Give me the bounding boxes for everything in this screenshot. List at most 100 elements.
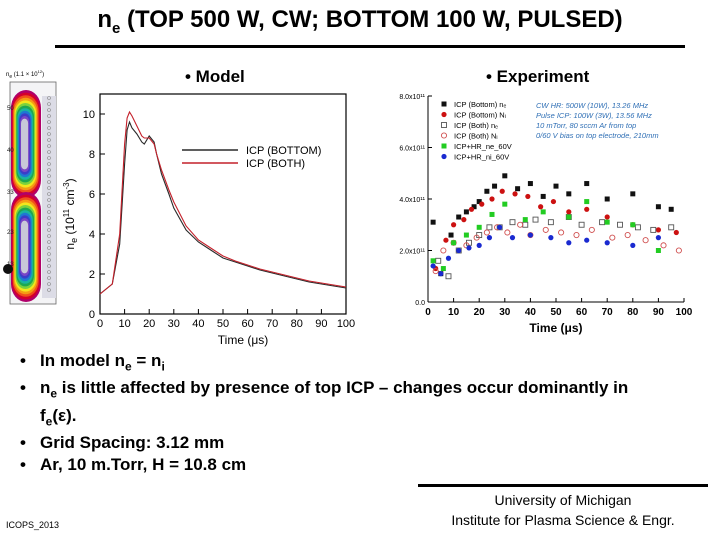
model-y-tick-label: 2 <box>89 269 95 281</box>
footer-divider <box>418 484 708 487</box>
bullet-4: Ar, 10 m.Torr, H = 10.8 cm <box>20 454 660 476</box>
exp-legend-marker <box>441 122 447 128</box>
experiment-label: • Experiment <box>486 67 590 86</box>
exp-data-point <box>502 173 508 179</box>
grid-node <box>47 270 51 274</box>
exp-legend-label: ICP (Bottom) Nᵢ <box>454 111 506 120</box>
exp-data-point <box>525 193 531 200</box>
exp-y-tick-label: 0.0 <box>415 300 425 307</box>
exp-annotation-line: 10 mTorr, 80 sccm Ar from top <box>536 121 636 130</box>
conference-tag: ICOPS_2013 <box>6 520 60 530</box>
exp-data-point <box>522 217 528 223</box>
exp-data-point <box>509 219 516 226</box>
model-y-tick-label: 4 <box>89 229 95 241</box>
exp-data-point <box>630 222 636 228</box>
grid-node <box>47 252 51 256</box>
university-name: University of Michigan <box>494 492 632 508</box>
model-chart: 0 10 20 30 40 50 60 70 80 90 100 0 2 4 6 8 10 Time (μs) ne… <box>62 93 355 347</box>
source-marker <box>3 264 13 274</box>
exp-legend-label: ICP (Both) nₑ <box>454 121 498 130</box>
exp-data-point <box>655 227 661 233</box>
grid-node <box>47 120 51 124</box>
exp-x-tick-label: 50 <box>550 307 562 318</box>
exp-data-point <box>430 258 436 264</box>
exp-x-tick-label: 80 <box>627 307 639 318</box>
grid-node <box>47 258 51 262</box>
exp-data-point <box>497 224 503 230</box>
exp-data-point <box>468 206 475 212</box>
grid-node <box>47 126 51 130</box>
exp-legend-marker <box>441 111 447 118</box>
exp-x-tick-label: 60 <box>576 307 588 318</box>
grid-node <box>47 228 51 232</box>
grid-node <box>47 150 51 154</box>
grid-node <box>47 108 51 112</box>
contour-band-lower <box>21 220 29 274</box>
contour-plot: ne (1.1 × 1012) 5040332313 <box>3 69 57 305</box>
exp-data-point <box>504 229 511 236</box>
exp-data-point <box>492 183 498 189</box>
exp-data-point <box>566 214 572 220</box>
exp-legend-marker <box>441 101 447 107</box>
contour-band-upper <box>21 118 29 170</box>
exp-data-point <box>642 237 649 244</box>
model-x-tick-label: 50 <box>217 318 229 330</box>
exp-data-point <box>553 183 559 189</box>
exp-data-point <box>484 188 490 194</box>
model-y-tick-label: 6 <box>89 189 95 201</box>
model-x-tick-label: 20 <box>143 318 155 330</box>
exp-data-point <box>438 271 444 277</box>
model-y-axis-label: ne (1011 cm-3) <box>62 178 79 249</box>
model-y-tick-label: 10 <box>83 109 95 121</box>
exp-y-tick-label: 2.0x10¹¹ <box>399 249 425 256</box>
exp-data-point <box>486 224 493 231</box>
exp-data-point <box>540 209 546 215</box>
exp-data-point <box>448 232 454 238</box>
exp-x-tick-label: 10 <box>448 307 460 318</box>
exp-data-point <box>624 231 631 239</box>
exp-data-point <box>532 216 539 223</box>
grid-node <box>47 264 51 268</box>
exp-annotation-line: Pulse ICP: 100W (3W), 13.56 MHz <box>536 111 652 120</box>
exp-data-point <box>588 226 595 233</box>
experiment-chart: 0 10 20 30 40 50 60 70 80 90 100 0.0 2.0x10¹¹ 4.0x10¹… <box>399 94 693 335</box>
exp-data-point <box>527 232 533 238</box>
exp-data-point <box>673 229 679 236</box>
exp-data-point <box>517 221 524 228</box>
grid-node <box>47 240 51 244</box>
exp-data-point <box>655 235 661 241</box>
model-label: • Model <box>185 67 245 86</box>
grid-node <box>47 138 51 142</box>
exp-x-tick-label: 20 <box>474 307 486 318</box>
model-x-tick-label: 90 <box>315 318 327 330</box>
exp-data-point <box>655 248 661 253</box>
exp-legend-label: ICP+HR_ne_60V <box>454 142 512 151</box>
exp-data-point <box>450 239 457 246</box>
exp-data-point <box>538 204 544 210</box>
exp-data-point <box>476 199 482 205</box>
grid-node <box>47 198 51 202</box>
exp-data-point <box>542 226 549 233</box>
exp-data-point <box>599 219 606 226</box>
exp-x-tick-label: 90 <box>653 307 665 318</box>
exp-data-point <box>476 242 482 248</box>
exp-data-point <box>463 232 469 238</box>
exp-data-point <box>479 201 485 207</box>
exp-data-point <box>547 219 554 226</box>
model-x-tick-label: 70 <box>266 318 278 330</box>
exp-data-point <box>527 181 533 187</box>
exp-x-tick-label: 100 <box>676 307 693 318</box>
exp-data-point <box>443 237 449 243</box>
exp-data-point <box>435 257 442 264</box>
exp-data-point <box>558 229 565 236</box>
exp-data-point <box>471 204 477 210</box>
grid-node <box>47 174 51 178</box>
grid-node <box>47 282 51 286</box>
model-x-tick-label: 10 <box>118 318 130 330</box>
model-y-tick-label: 8 <box>89 149 95 161</box>
exp-data-point <box>578 221 585 228</box>
exp-data-point <box>456 214 462 220</box>
exp-data-point <box>584 181 590 187</box>
exp-legend-marker <box>440 132 448 139</box>
exp-annotation-line: 0/60 V bias on top electrode, 210mm <box>536 131 659 140</box>
